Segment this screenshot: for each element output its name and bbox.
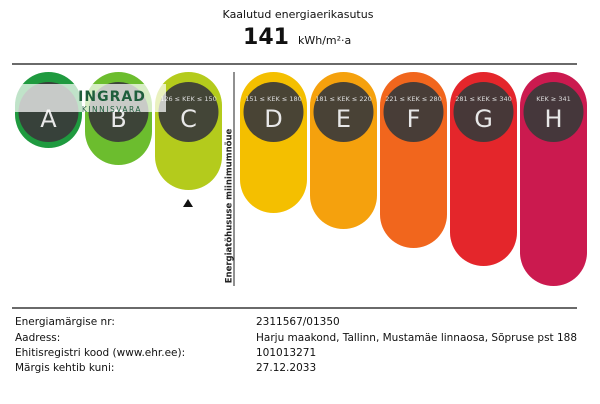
class-letter: D [264, 105, 282, 133]
detail-value: 101013271 [256, 347, 316, 359]
detail-label: Energiamärgise nr: [15, 316, 115, 328]
class-letter: F [407, 105, 421, 133]
class-badge [383, 82, 444, 142]
class-range: KEK ≥ 341 [536, 95, 571, 103]
minimum-label: Energiatõhususe miinimumnõue [225, 128, 235, 283]
class-range: 221 ≤ KEK ≤ 280 [385, 95, 442, 103]
class-badge [313, 82, 374, 142]
header-title: Kaalutud energiaerikasutus [223, 8, 374, 21]
detail-value: Harju maakond, Tallinn, Mustamäe linnaos… [256, 332, 577, 344]
rating-marker [183, 199, 193, 207]
logo: INGRAD KINNISVARA [0, 84, 166, 114]
header-value: 141 [243, 25, 289, 50]
class-range: 126 ≤ KEK ≤ 150 [160, 95, 217, 103]
logo-subtitle: KINNISVARA [82, 105, 142, 114]
detail-value: 2311567/01350 [256, 316, 340, 328]
class-range: 151 ≤ KEK ≤ 180 [245, 95, 302, 103]
details: Energiamärgise nr: 2311567/01350 Aadress: H… [15, 316, 577, 374]
class-letter: H [544, 105, 562, 133]
detail-label: Ehitisregistri kood (www.ehr.ee): [15, 347, 185, 359]
logo-backdrop [0, 84, 166, 112]
header-unit: kWh/m²·a [298, 34, 351, 47]
class-range: 181 ≤ KEK ≤ 220 [315, 95, 372, 103]
class-range: 281 ≤ KEK ≤ 340 [455, 95, 512, 103]
class-badge [523, 82, 584, 142]
class-letter: E [336, 105, 351, 133]
logo-name: INGRAD [78, 89, 146, 105]
class-letter: C [180, 105, 197, 133]
class-badge [243, 82, 304, 142]
detail-label: Aadress: [15, 332, 60, 344]
class-badge [158, 82, 219, 142]
class-badge [453, 82, 514, 142]
class-letter: G [474, 105, 493, 133]
detail-label: Märgis kehtib kuni: [15, 362, 114, 374]
detail-value: 27.12.2033 [256, 362, 316, 374]
